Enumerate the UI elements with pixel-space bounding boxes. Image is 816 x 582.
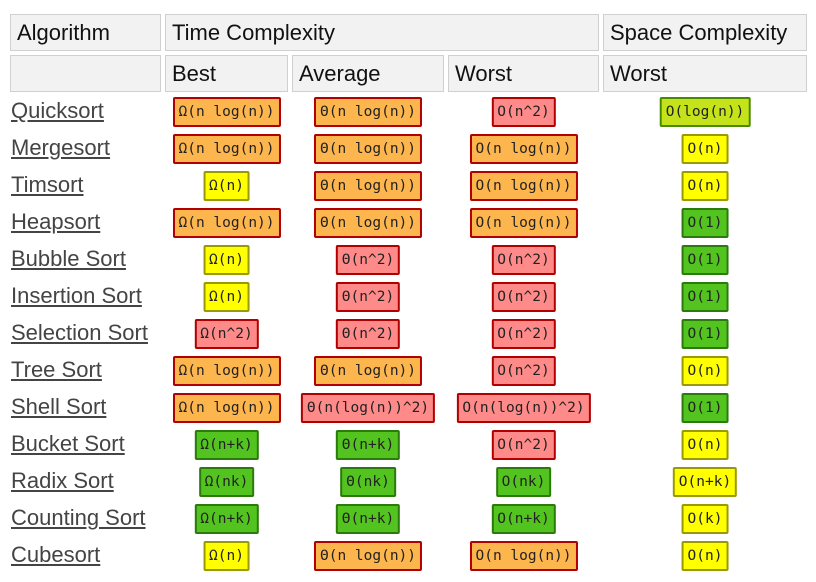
complexity-badge: Ω(n) (203, 541, 250, 571)
complexity-badge: Ω(n^2) (194, 319, 259, 349)
complexity-badge: Θ(n log(n)) (313, 97, 423, 127)
complexity-badge: Θ(n log(n)) (313, 208, 423, 238)
algorithm-link[interactable]: Cubesort (11, 542, 101, 567)
header-cell: Average (292, 55, 444, 92)
complexity-badge: Ω(n log(n)) (172, 393, 281, 423)
complexity-badge: Θ(n^2) (335, 319, 401, 349)
algorithm-link[interactable]: Quicksort (11, 98, 104, 123)
complexity-badge: O(n) (681, 541, 729, 571)
algorithm-link[interactable]: Mergesort (11, 135, 111, 160)
algorithm-link[interactable]: Selection Sort (11, 320, 148, 345)
complexity-badge: O(n^2) (491, 97, 556, 127)
complexity-badge: O(1) (681, 393, 729, 423)
algorithm-link[interactable]: Counting Sort (11, 505, 146, 530)
header-cell: Algorithm (10, 14, 161, 51)
complexity-badge: Θ(n log(n)) (313, 356, 423, 386)
header-cell: Best (165, 55, 288, 92)
complexity-badge: O(1) (681, 208, 729, 238)
header-cell: Time Complexity (165, 14, 599, 51)
header-cell: Space Complexity (603, 14, 807, 51)
complexity-badge: Ω(n log(n)) (172, 134, 281, 164)
complexity-badge: Θ(n log(n)) (313, 171, 423, 201)
algorithm-link[interactable]: Timsort (11, 172, 84, 197)
header-cell (10, 55, 161, 92)
complexity-badge: O(n log(n)) (469, 171, 578, 201)
complexity-badge: O(n+k) (491, 504, 556, 534)
complexity-badge: Ω(nk) (198, 467, 255, 497)
complexity-badge: O(n+k) (672, 467, 738, 497)
algorithm-link[interactable]: Heapsort (11, 209, 101, 234)
complexity-badge: Θ(n^2) (335, 282, 401, 312)
complexity-badge: O(k) (681, 504, 729, 534)
complexity-badge: O(n) (681, 430, 729, 460)
complexity-badge: Ω(n log(n)) (172, 356, 281, 386)
complexity-badge: O(1) (681, 282, 729, 312)
complexity-badge: O(1) (681, 319, 729, 349)
complexity-badge: Ω(n+k) (194, 430, 259, 460)
complexity-badge: O(n^2) (491, 282, 556, 312)
complexity-badge: Ω(n) (203, 282, 250, 312)
complexity-badge: O(n) (681, 356, 729, 386)
algorithm-link[interactable]: Bucket Sort (11, 431, 125, 456)
header-cell: Worst (448, 55, 599, 92)
complexity-badge: O(n log(n)) (469, 541, 578, 571)
complexity-badge: Ω(n) (203, 245, 250, 275)
complexity-badge: O(log(n)) (659, 97, 751, 127)
complexity-badge: O(n(log(n))^2) (456, 393, 591, 423)
algorithm-link[interactable]: Shell Sort (11, 394, 107, 419)
algorithm-link[interactable]: Radix Sort (11, 468, 114, 493)
algorithm-link[interactable]: Bubble Sort (11, 246, 126, 271)
complexity-badge: Θ(n^2) (335, 245, 401, 275)
complexity-badge: O(1) (681, 245, 729, 275)
complexity-badge: O(nk) (495, 467, 552, 497)
complexity-badge: Θ(nk) (340, 467, 396, 497)
complexity-badge: Ω(n) (203, 171, 250, 201)
complexity-badge: O(n^2) (491, 319, 556, 349)
complexity-badge: Θ(n+k) (335, 430, 401, 460)
complexity-badge: O(n^2) (491, 245, 556, 275)
complexity-badge: O(n log(n)) (469, 134, 578, 164)
complexity-badge: Θ(n(log(n))^2) (300, 393, 436, 423)
complexity-badge: O(n log(n)) (469, 208, 578, 238)
complexity-badge: Ω(n log(n)) (172, 97, 281, 127)
algorithm-link[interactable]: Insertion Sort (11, 283, 142, 308)
complexity-badge: Θ(n log(n)) (313, 541, 423, 571)
complexity-badge: O(n^2) (491, 356, 556, 386)
complexity-badge: Θ(n+k) (335, 504, 401, 534)
complexity-badge: Ω(n+k) (194, 504, 259, 534)
complexity-badge: Θ(n log(n)) (313, 134, 423, 164)
complexity-badge: O(n^2) (491, 430, 556, 460)
complexity-badge: O(n) (681, 171, 729, 201)
algorithm-link[interactable]: Tree Sort (11, 357, 102, 382)
header-cell: Worst (603, 55, 807, 92)
complexity-badge: O(n) (681, 134, 729, 164)
complexity-badge: Ω(n log(n)) (172, 208, 281, 238)
